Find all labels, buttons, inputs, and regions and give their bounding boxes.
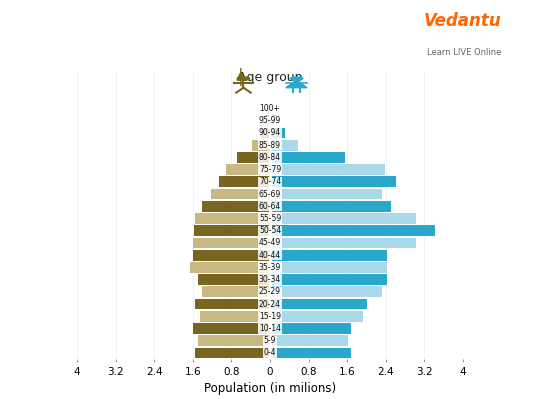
Bar (195, 348, 270, 358)
Bar (270, 189, 382, 200)
Bar (191, 262, 270, 273)
Bar (270, 311, 363, 322)
Text: 15-19: 15-19 (259, 312, 281, 321)
Bar (198, 336, 270, 346)
Circle shape (237, 77, 250, 80)
Text: 100+: 100+ (260, 104, 280, 113)
X-axis label: Population (in milions): Population (in milions) (204, 382, 336, 395)
Bar (194, 225, 270, 236)
Text: 45-49: 45-49 (259, 239, 281, 247)
Text: 75-79: 75-79 (259, 165, 281, 174)
Text: 95-99: 95-99 (259, 116, 281, 125)
Bar (237, 152, 270, 163)
Text: 65-69: 65-69 (259, 190, 281, 199)
Bar (270, 128, 285, 138)
Polygon shape (286, 80, 307, 88)
Text: 20-24: 20-24 (259, 300, 281, 308)
Bar (226, 164, 270, 175)
Bar (252, 140, 270, 150)
Text: 90-94: 90-94 (259, 128, 281, 137)
Bar (270, 225, 435, 236)
Bar (261, 128, 270, 138)
Text: 80-84: 80-84 (259, 153, 281, 162)
Bar (270, 250, 387, 261)
Bar (270, 140, 298, 150)
Bar (270, 103, 272, 114)
Bar (270, 213, 415, 224)
Text: 10-14: 10-14 (259, 324, 281, 333)
Bar (270, 237, 415, 248)
Text: 30-34: 30-34 (259, 275, 281, 284)
Bar (211, 189, 270, 200)
Bar (270, 164, 385, 175)
Text: Learn LIVE Online: Learn LIVE Online (427, 48, 501, 57)
Bar (270, 286, 382, 297)
Bar (270, 348, 350, 358)
Text: 70-74: 70-74 (259, 177, 281, 186)
Text: Age group: Age group (237, 71, 302, 85)
Bar (270, 274, 387, 285)
Text: 0-4: 0-4 (264, 348, 276, 358)
Bar (270, 115, 277, 126)
Bar (203, 286, 270, 297)
Bar (270, 336, 348, 346)
Bar (268, 103, 270, 114)
Bar (270, 152, 345, 163)
Text: 5-9: 5-9 (264, 336, 276, 345)
Bar (270, 299, 368, 310)
Bar (270, 262, 387, 273)
Bar (270, 201, 391, 212)
Bar (270, 323, 350, 334)
Text: 55-59: 55-59 (259, 214, 281, 223)
Bar (270, 176, 396, 187)
Bar (200, 311, 270, 322)
Text: 60-64: 60-64 (259, 202, 281, 211)
Bar (219, 176, 270, 187)
Bar (198, 274, 270, 285)
Bar (266, 115, 270, 126)
Bar (193, 250, 270, 261)
Bar (193, 323, 270, 334)
Bar (195, 299, 270, 310)
Bar (202, 201, 270, 212)
Text: 25-29: 25-29 (259, 287, 281, 296)
Text: 85-89: 85-89 (259, 141, 281, 150)
Text: 35-39: 35-39 (259, 263, 281, 272)
Text: Vedantu: Vedantu (424, 12, 501, 30)
Text: 40-44: 40-44 (259, 251, 281, 260)
Text: |: | (238, 69, 244, 87)
Bar (195, 213, 270, 224)
Text: ▲: ▲ (236, 69, 246, 82)
Text: 50-54: 50-54 (259, 226, 281, 235)
Circle shape (290, 77, 303, 80)
Bar (193, 237, 270, 248)
